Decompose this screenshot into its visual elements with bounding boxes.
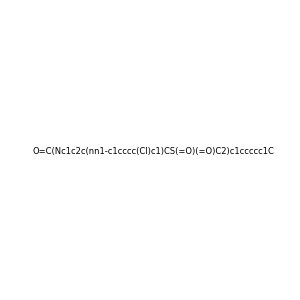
Text: O=C(Nc1c2c(nn1-c1cccc(Cl)c1)CS(=O)(=O)C2)c1ccccc1C: O=C(Nc1c2c(nn1-c1cccc(Cl)c1)CS(=O)(=O)C2… — [33, 147, 275, 156]
